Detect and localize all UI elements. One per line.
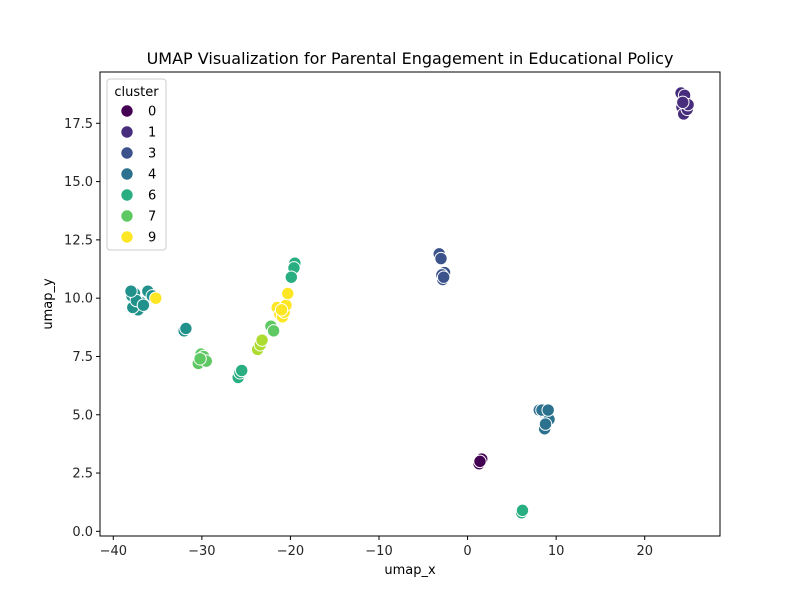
x-tick-label: −10 (365, 544, 392, 559)
legend: cluster 0 1 3 4 6 7 9 (106, 78, 167, 251)
legend-marker (120, 188, 134, 202)
legend-label: 4 (148, 168, 156, 183)
x-tick-label: 10 (548, 544, 565, 559)
data-point-cluster-0 (473, 454, 487, 469)
x-tick-label: 0 (463, 544, 471, 559)
data-point-cluster-4 (136, 298, 151, 312)
legend-marker (120, 167, 134, 181)
x-axis: −40 −30 −20 −10 0 10 20 (100, 536, 653, 559)
legend-marker (120, 209, 134, 223)
data-point-cluster-6 (193, 352, 207, 366)
legend-label: 1 (148, 126, 156, 141)
legend-marker (120, 104, 134, 118)
data-point-cluster-4 (124, 284, 138, 298)
y-tick-label: 5.0 (72, 408, 93, 423)
y-tick-label: 2.5 (72, 467, 93, 482)
data-point-cluster-8 (149, 291, 163, 305)
plot-frame (99, 71, 721, 537)
data-point-cluster-6 (266, 324, 281, 338)
y-axis-label: umap_y (41, 278, 56, 330)
legend-marker (120, 146, 134, 160)
legend-label: 6 (148, 189, 156, 204)
legend-label: 3 (148, 147, 156, 162)
data-point-cluster-7 (255, 333, 269, 347)
x-tick-label: 20 (636, 544, 653, 559)
data-point-cluster-8 (281, 286, 295, 301)
data-point-cluster-5 (235, 363, 249, 378)
data-point-cluster-1 (676, 95, 690, 110)
legend-title: cluster (114, 85, 159, 100)
legend-marker (120, 230, 134, 244)
x-tick-label: −20 (277, 544, 304, 559)
data-point-cluster-2 (436, 270, 451, 284)
y-tick-label: 15.0 (64, 175, 93, 190)
y-tick-label: 12.5 (64, 233, 93, 248)
y-tick-label: 17.5 (64, 117, 93, 132)
y-tick-label: 0.0 (72, 525, 93, 540)
data-point-cluster-5 (284, 270, 299, 284)
legend-marker (120, 125, 134, 139)
y-tick-label: 10.0 (64, 292, 93, 307)
legend-entries: 0 1 3 4 6 7 9 (120, 104, 156, 246)
points-layer (124, 86, 695, 520)
y-axis: 0.0 2.5 5.0 7.5 10.0 12.5 15.0 17.5 (64, 117, 100, 540)
data-point-cluster-8 (274, 303, 289, 317)
data-point-cluster-3 (538, 417, 553, 431)
legend-label: 9 (148, 231, 156, 246)
data-point-cluster-3 (541, 403, 555, 417)
y-tick-label: 7.5 (72, 350, 93, 365)
data-point-cluster-2 (434, 251, 448, 266)
chart-title: UMAP Visualization for Parental Engageme… (147, 49, 674, 68)
x-axis-label: umap_x (384, 563, 436, 578)
legend-box (106, 78, 167, 251)
x-tick-label: −30 (188, 544, 215, 559)
legend-label: 7 (148, 210, 156, 225)
data-point-cluster-5 (515, 503, 530, 518)
legend-label: 0 (148, 105, 156, 120)
data-point-cluster-4 (179, 321, 193, 336)
x-tick-label: −40 (100, 544, 127, 559)
